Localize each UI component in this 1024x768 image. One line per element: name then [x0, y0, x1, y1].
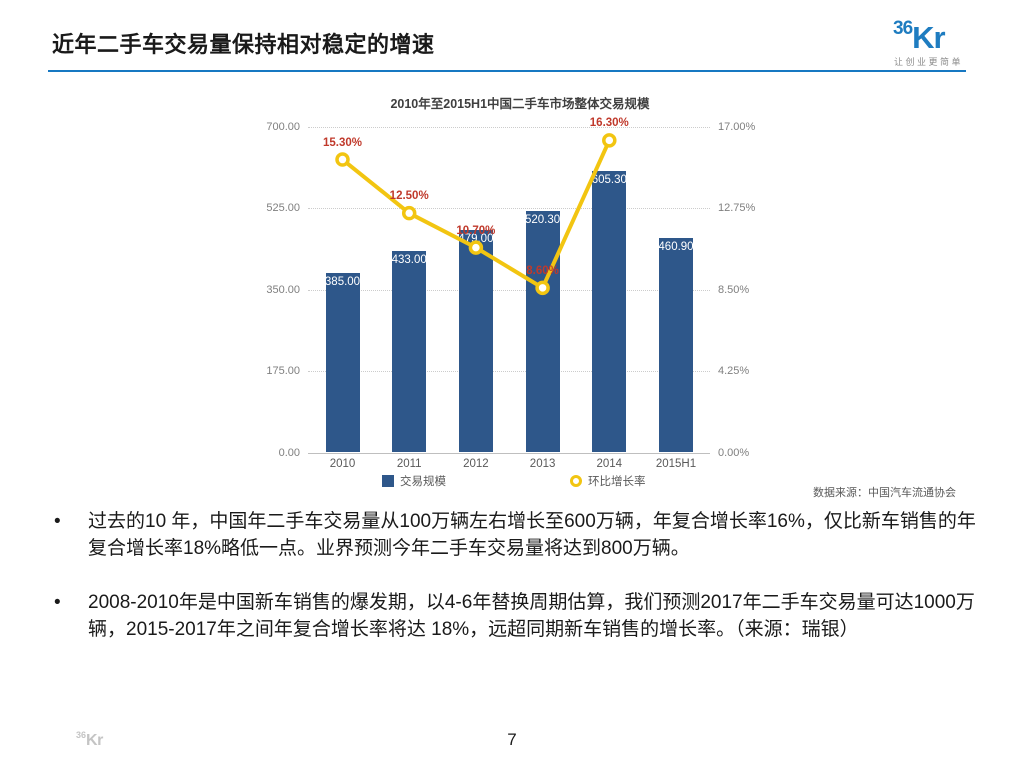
growth-rate-label: 8.60%	[526, 264, 559, 277]
bar-value-label: 605.30	[591, 174, 627, 187]
bar-2013	[525, 210, 560, 453]
bar-2012	[458, 229, 493, 453]
page-title: 近年二手车交易量保持相对稳定的增速	[52, 32, 435, 57]
growth-rate-label: 15.30%	[322, 136, 362, 149]
bar-value-label: 520.30	[525, 213, 561, 226]
bar-2010	[325, 273, 360, 453]
bullet-item: 2008-2010年是中国新车销售的爆发期，以4-6年替换周期估算，我们预测20…	[52, 589, 982, 643]
bar-value-label: 479.00	[458, 232, 494, 245]
x-axis-line	[308, 452, 710, 454]
x-axis-label: 2013	[529, 457, 556, 470]
right-axis-tick: 17.00%	[718, 121, 756, 133]
watermark-kr: Kr	[86, 732, 103, 749]
right-axis-tick: 4.25%	[718, 365, 750, 378]
legend-trade-volume: 交易规模	[382, 473, 446, 489]
left-axis-tick: 175.00	[266, 365, 300, 378]
logo-tagline: 让创业更简单	[894, 57, 964, 67]
gridline	[308, 289, 710, 291]
line-point-2012	[468, 240, 484, 255]
x-axis-label: 2011	[396, 457, 422, 470]
title-underline	[48, 70, 966, 72]
left-axis-tick: 350.00	[266, 283, 300, 296]
gridline	[308, 371, 710, 373]
left-axis-tick: 525.00	[266, 202, 300, 215]
growth-rate-label: 10.70%	[456, 224, 496, 237]
right-axis-tick: 0.00%	[718, 446, 750, 459]
line-point-2013	[535, 280, 550, 296]
x-axis-label: 2010	[329, 457, 356, 470]
line-point-2011	[401, 205, 417, 221]
left-axis-tick: 0.00	[278, 446, 300, 459]
bar-2014	[592, 171, 627, 453]
logo-kr: Kr	[912, 20, 945, 55]
left-axis-tick: 700.00	[266, 121, 300, 133]
growth-rate-label: 12.50%	[389, 190, 429, 203]
bar-value-label: 433.00	[391, 254, 427, 267]
gridline	[308, 127, 710, 128]
growth-rate-label: 16.30%	[589, 117, 629, 130]
bullet-item: 过去的10 年，中国年二手车交易量从100万辆左右增长至600万辆，年复合增长率…	[52, 508, 982, 562]
x-axis-label: 2015H1	[655, 457, 697, 470]
bar-2015H1	[659, 238, 693, 453]
legend-square-marker	[382, 475, 394, 487]
page-number: 7	[507, 730, 517, 749]
logo-36: 36	[893, 18, 913, 39]
gridline	[308, 208, 710, 210]
line-point-2014	[602, 133, 617, 148]
watermark-36: 36	[76, 730, 87, 740]
legend-ring-marker	[570, 475, 582, 487]
chart-title: 2010年至2015H1中国二手车市场整体交易规模	[390, 97, 650, 111]
data-source-note: 数据来源：中国汽车流通协会	[813, 487, 956, 499]
right-axis-tick: 8.50%	[718, 283, 750, 296]
36kr-watermark: 36Kr	[76, 731, 103, 749]
legend-label: 环比增长率	[588, 476, 646, 488]
36kr-logo: 36Kr	[893, 18, 946, 55]
x-axis-label: 2014	[596, 457, 623, 470]
line-path	[341, 139, 612, 290]
bar-value-label: 460.90	[658, 241, 694, 254]
bar-value-label: 385.00	[324, 276, 361, 289]
legend-growth-rate: 环比增长率	[570, 473, 646, 489]
bullet-list: 过去的10 年，中国年二手车交易量从100万辆左右增长至600万辆，年复合增长率…	[52, 508, 982, 670]
legend-label: 交易规模	[400, 476, 446, 488]
right-axis-tick: 12.75%	[718, 202, 756, 215]
x-axis-label: 2012	[463, 457, 489, 470]
line-point-2010	[335, 152, 350, 167]
bar-2011	[392, 251, 427, 453]
